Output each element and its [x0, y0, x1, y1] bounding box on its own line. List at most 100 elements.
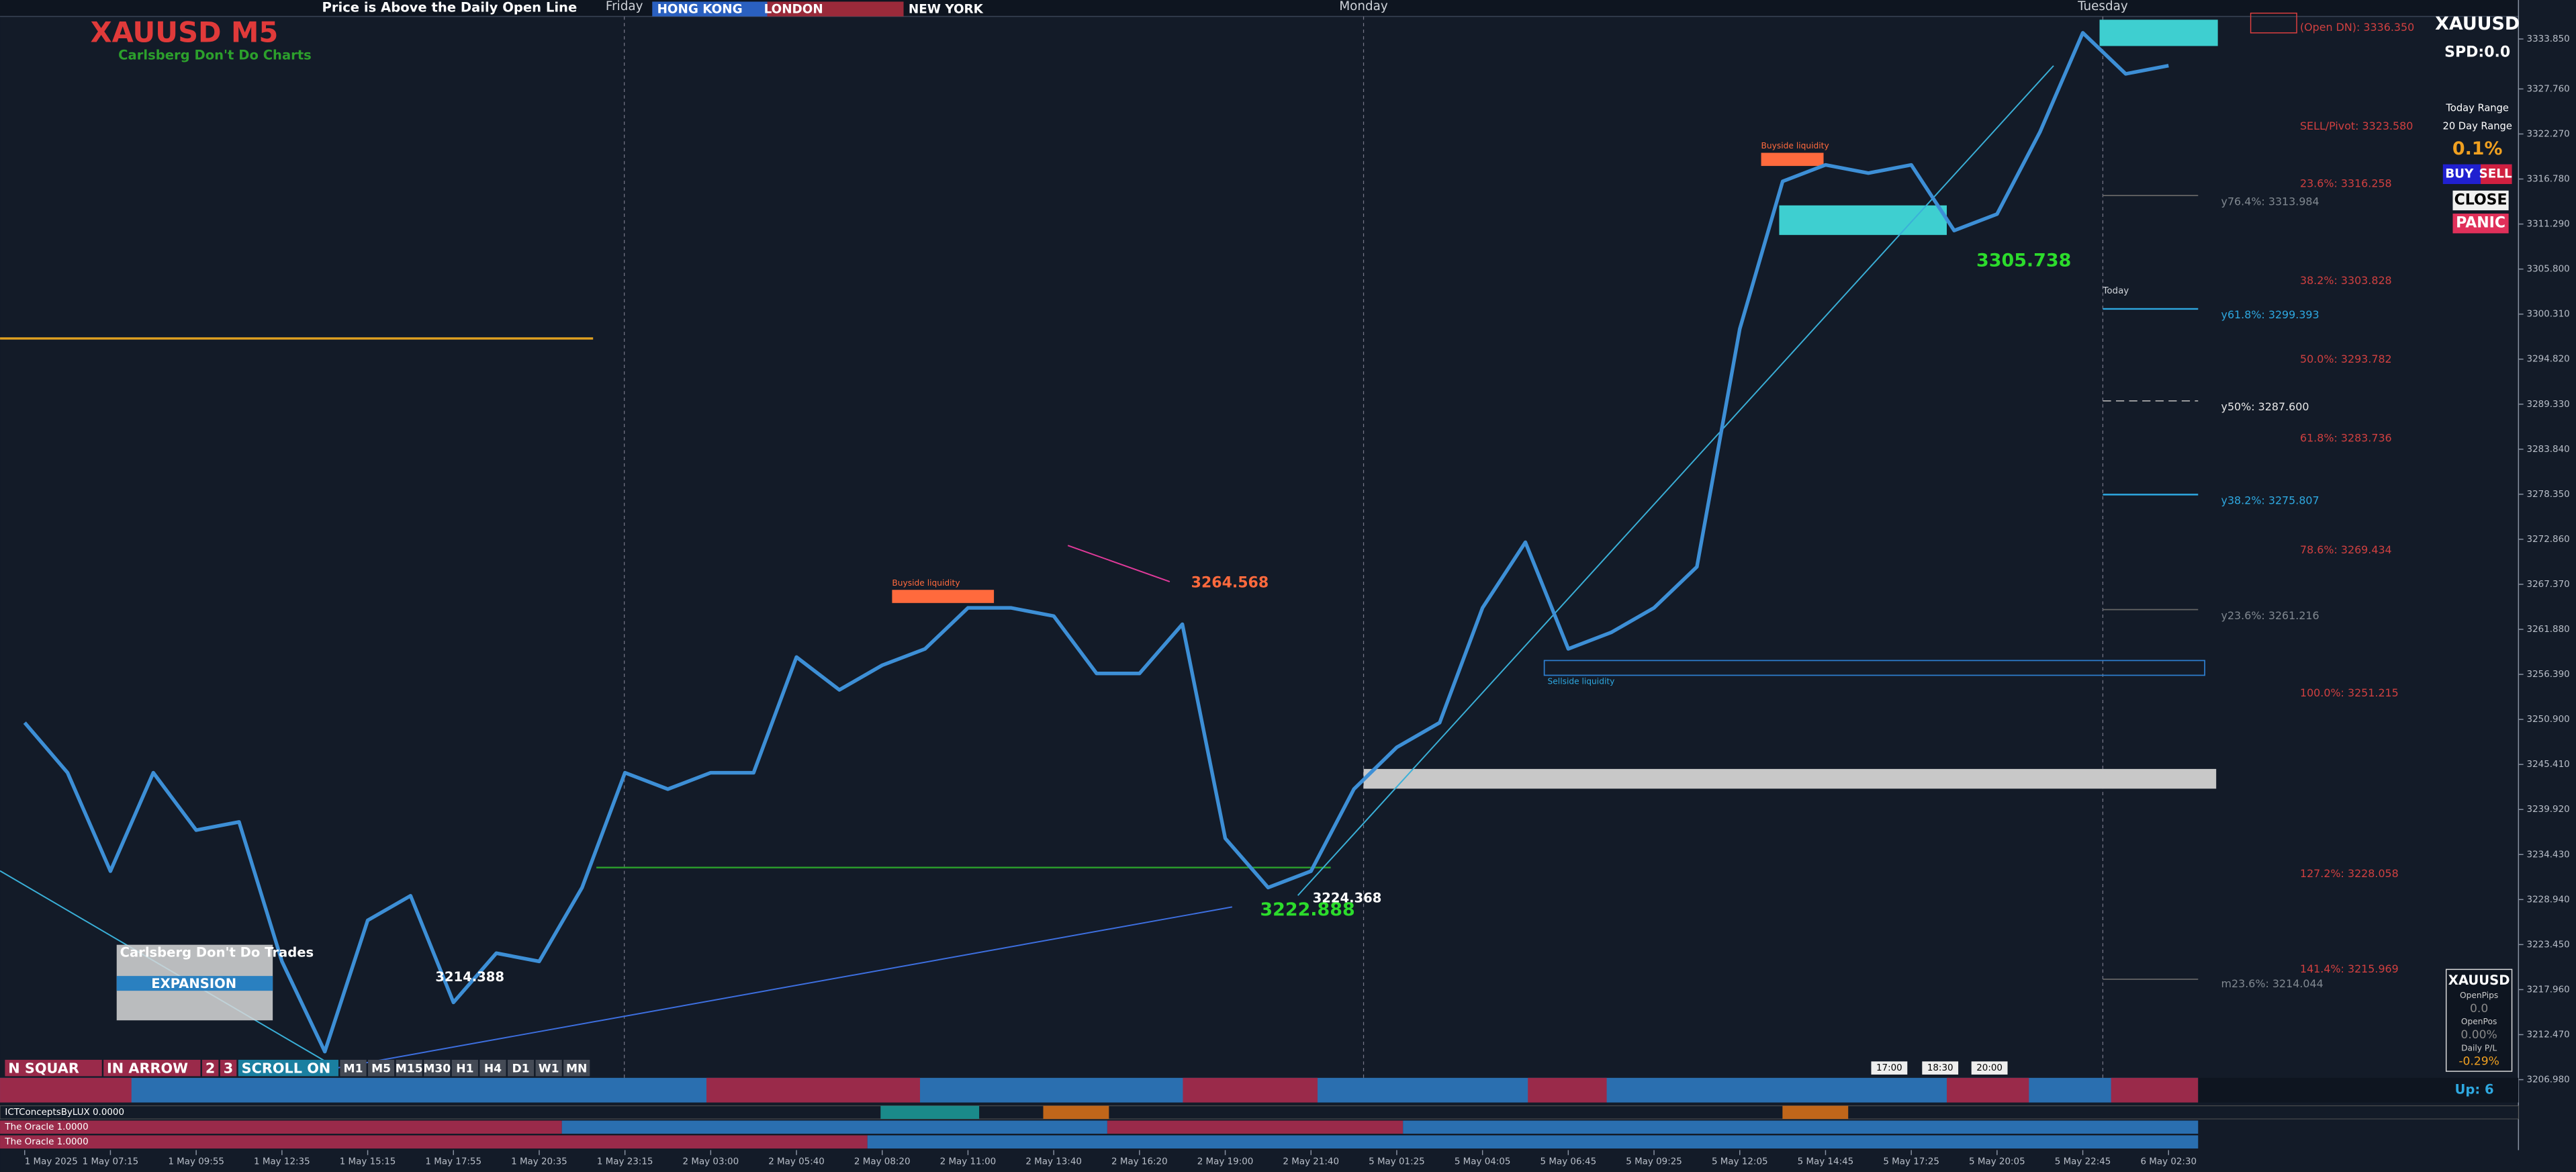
buyside-box — [892, 590, 995, 603]
account-row: 0.0 — [2470, 1002, 2488, 1016]
day-label: Tuesday — [2077, 0, 2128, 13]
y-tick-label: 3250.900 — [2527, 715, 2570, 725]
x-tick-label: 2 May 16:20 — [1111, 1157, 1168, 1167]
y-tick-label: 3228.940 — [2527, 895, 2570, 905]
zone-label: Buyside liquidity — [1761, 141, 1829, 150]
time-tag: 20:00 — [1976, 1063, 2003, 1073]
account-box — [2445, 968, 2513, 1072]
tagline: Carlsberg Don't Do Charts — [118, 48, 312, 63]
day-label: Today — [2102, 286, 2129, 296]
top-strip — [0, 0, 2519, 17]
x-tick-label: 2 May 11:00 — [940, 1157, 997, 1167]
zigzag — [1067, 545, 1170, 582]
x-tick-label: 1 May 17:55 — [425, 1157, 481, 1167]
timeframe-button[interactable]: W1 — [539, 1062, 559, 1075]
strength-block — [1946, 1077, 2029, 1103]
timeframe-button[interactable]: M5 — [371, 1062, 391, 1075]
panel-symbol: XAUUSD — [2435, 13, 2520, 34]
timeframe-bg — [396, 1059, 422, 1077]
trend-line — [1297, 65, 2054, 896]
toolbar-button[interactable]: 3 — [224, 1060, 233, 1076]
y-tick-label: 3311.290 — [2527, 220, 2570, 230]
x-tick-label: 1 May 12:35 — [254, 1157, 310, 1167]
account-row: -0.29% — [2458, 1054, 2499, 1068]
oracle-bar — [0, 1135, 868, 1149]
y-tick-label: 3223.450 — [2527, 940, 2570, 950]
y-tick-label: 3294.820 — [2527, 355, 2570, 365]
toolbar-button-bg — [201, 1059, 219, 1077]
y-tick-label: 3234.430 — [2527, 850, 2570, 860]
price-line — [23, 31, 2169, 1054]
panel-range: Today Range — [2445, 102, 2509, 114]
price-label: 3305.738 — [1976, 250, 2071, 271]
indicator-label: The Oracle 1.0000 — [4, 1137, 88, 1147]
timeframe-button[interactable]: M1 — [344, 1062, 363, 1075]
indicator-label: The Oracle 1.0000 — [4, 1122, 88, 1132]
x-tick-label: 1 May 09:55 — [168, 1157, 224, 1167]
y-tick-label: 3289.330 — [2527, 400, 2570, 410]
level-label: 38.2%: 3303.828 — [2300, 274, 2392, 287]
toolbar-button-bg — [238, 1059, 338, 1077]
y-tick-label: 3278.350 — [2527, 490, 2570, 500]
sell-bg — [2481, 164, 2512, 184]
y-tick-label: 3316.780 — [2527, 175, 2570, 185]
oracle-bar — [1403, 1120, 2199, 1134]
fvg-box — [2099, 19, 2218, 46]
panel-button[interactable]: CLOSE — [2454, 191, 2508, 208]
buyside-box — [1761, 152, 1824, 167]
level-label: 141.4%: 3215.969 — [2300, 962, 2399, 975]
oracle-bar — [0, 1120, 562, 1134]
panel-button[interactable]: PANIC — [2456, 215, 2505, 232]
oracle-bar — [867, 1135, 2199, 1149]
session-label: NEW YORK — [909, 3, 984, 17]
toolbar-button[interactable]: 2 — [205, 1060, 215, 1076]
toolbar-button[interactable]: IN ARROW — [107, 1060, 188, 1076]
panel-button[interactable]: SELL — [2479, 167, 2512, 181]
x-tick-label: 2 May 19:00 — [1197, 1157, 1254, 1167]
timeframe-bg — [424, 1059, 451, 1077]
x-tick-label: 2 May 08:20 — [854, 1157, 911, 1167]
level-label: y23.6%: 3261.216 — [2221, 609, 2319, 622]
timeframe-bg — [507, 1059, 535, 1077]
x-tick-label: 1 May 23:15 — [597, 1157, 653, 1167]
y-tick-label: 3327.760 — [2527, 84, 2570, 94]
toolbar-button[interactable]: N SQUAR — [8, 1060, 79, 1076]
toolbar-button-bg — [103, 1059, 201, 1077]
day-label: Monday — [1339, 0, 1388, 13]
x-tick-label: 1 May 20:35 — [511, 1157, 567, 1167]
price-label: 3224.368 — [1313, 891, 1382, 906]
y-tick-label: 3283.840 — [2527, 445, 2570, 455]
y-tick-label: 3256.390 — [2527, 670, 2570, 680]
timeframe-button[interactable]: D1 — [512, 1062, 529, 1075]
account-row: 0.00% — [2460, 1028, 2497, 1042]
y-tick-label: 3322.270 — [2527, 129, 2570, 139]
level-label: 78.6%: 3269.434 — [2300, 543, 2392, 556]
x-tick-label: 2 May 21:40 — [1283, 1157, 1339, 1167]
timeframe-button[interactable]: MN — [566, 1062, 587, 1075]
level-label: (Open DN): 3336.350 — [2300, 21, 2414, 34]
x-tick-label: 5 May 22:45 — [2055, 1157, 2111, 1167]
oracle-bar — [561, 1120, 1107, 1134]
toolbar-button-bg — [5, 1059, 102, 1077]
symbol-title: XAUUSD M5 — [91, 15, 279, 48]
timeframe-button[interactable]: H1 — [456, 1062, 473, 1075]
level-label: SELL/Pivot: 3323.580 — [2300, 120, 2413, 132]
y-tick-label: 3272.860 — [2527, 535, 2570, 545]
timeframe-button[interactable]: H4 — [484, 1062, 502, 1075]
x-tick-label: 5 May 04:05 — [1455, 1157, 1511, 1167]
panel-button[interactable]: BUY — [2445, 167, 2474, 181]
level-label: 61.8%: 3283.736 — [2300, 432, 2392, 445]
session-bg — [652, 1, 768, 17]
strength-block — [0, 1077, 132, 1103]
x-tick-label: 5 May 09:25 — [1626, 1157, 1682, 1167]
timeframe-button[interactable]: M15 — [396, 1062, 423, 1075]
x-tick-label: 1 May 2025 — [25, 1157, 78, 1167]
account-row: OpenPos — [2461, 1017, 2497, 1026]
timeframe-bg — [563, 1059, 590, 1077]
timeframe-button[interactable]: M30 — [423, 1062, 451, 1075]
level-label: 100.0%: 3251.215 — [2300, 686, 2399, 699]
time-tag-bg — [1871, 1061, 1908, 1075]
level-label: 23.6%: 3316.258 — [2300, 177, 2392, 189]
toolbar-button[interactable]: SCROLL ON — [242, 1060, 331, 1076]
y-tick-label: 3267.370 — [2527, 580, 2570, 590]
